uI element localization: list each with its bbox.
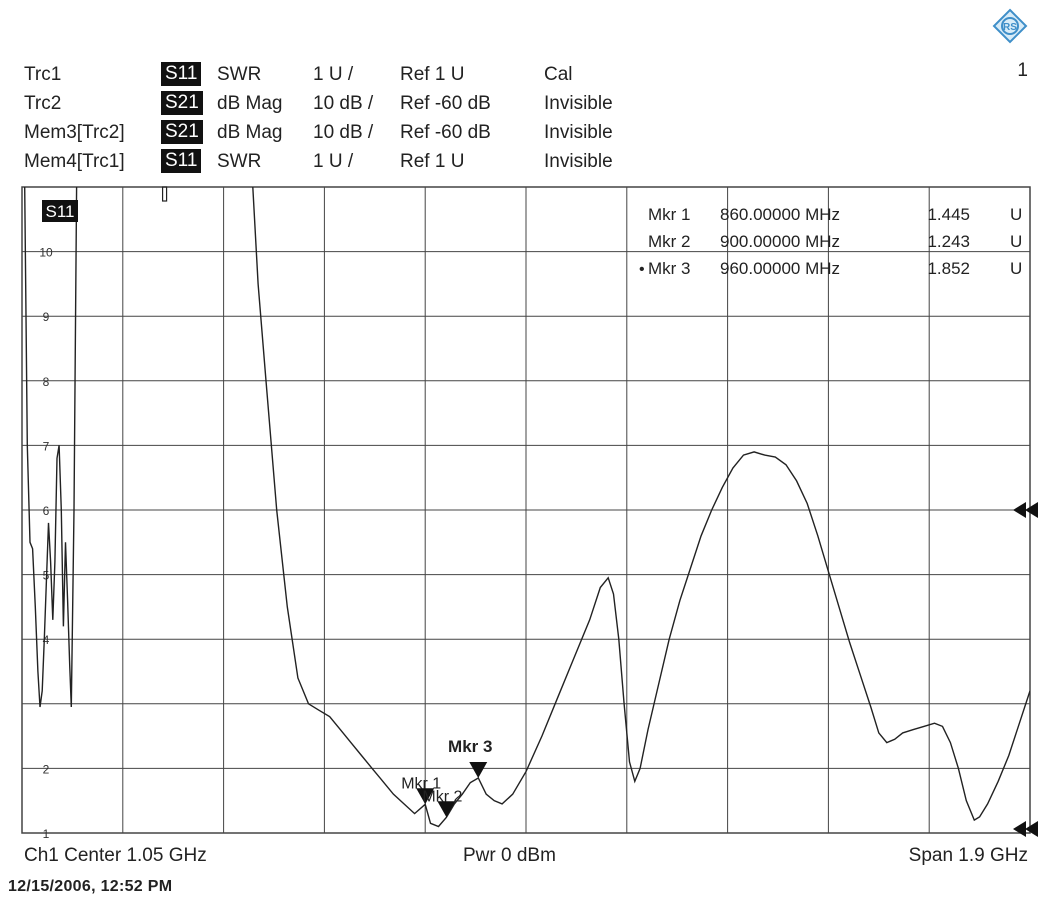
span-label: Span 1.9 GHz: [908, 845, 1028, 866]
y-tick-label: 9: [43, 310, 50, 324]
trace-format: SWR: [217, 64, 262, 85]
y-tick-label: 7: [43, 439, 50, 453]
svg-text:RS: RS: [1003, 22, 1017, 33]
marker-readout-name: Mkr 3: [648, 259, 691, 278]
trace-state: Invisible: [544, 122, 613, 143]
overlay-layer: S11 Mkr 1 860.00000 MHz 1.445 U Mkr 2 900.0000…: [42, 186, 1038, 837]
marker-readout-value: 1.243: [927, 232, 970, 251]
marker-triangle: [437, 801, 456, 818]
datestamp: 12/15/2006, 12:52 PM: [8, 878, 173, 895]
y-tick-label: 4: [43, 633, 50, 647]
trace-parameter: S11: [161, 62, 202, 86]
ref-arrow-head: [1013, 502, 1026, 518]
reference-level-arrow-bottom: [1013, 821, 1038, 837]
trace-parameter: S21: [161, 120, 203, 144]
trace-format: SWR: [217, 151, 262, 172]
trace-scale: 1 U /: [313, 151, 354, 172]
trace-label: S11: [46, 202, 75, 221]
active-marker-dot: •: [639, 261, 645, 278]
trace-state: Invisible: [544, 93, 613, 114]
trace-reference: Ref 1 U: [400, 64, 465, 85]
trace-scale: 10 dB /: [313, 122, 374, 143]
marker-label: Mkr 3: [448, 737, 492, 756]
trace-name: Trc1: [24, 64, 62, 85]
ref-arrow-head: [1013, 821, 1026, 837]
y-tick-label: 10: [39, 246, 53, 260]
channel-number: 1: [1017, 60, 1028, 81]
trace-scale: 10 dB /: [313, 93, 374, 114]
trace-parameter: S21: [161, 91, 203, 115]
trace-layer: [24, 187, 1030, 828]
marker-readout-name: Mkr 1: [648, 205, 691, 224]
center-frequency-label: Ch1 Center 1.05 GHz: [24, 845, 207, 866]
trace-name: Mem3[Trc2]: [24, 122, 125, 143]
marker-readout-unit: U: [1010, 232, 1022, 251]
y-tick-label: 2: [43, 762, 50, 776]
trace-format: dB Mag: [217, 93, 283, 114]
marker-label: Mkr 1: [401, 775, 441, 792]
y-tick-label: 6: [43, 504, 50, 518]
marker-readout-frequency: 960.00000 MHz: [720, 259, 840, 278]
ref-arrow-head: [1025, 502, 1038, 518]
trace-format: dB Mag: [217, 122, 283, 143]
marker-readout-name: Mkr 2: [648, 232, 691, 251]
marker-readout-value: 1.445: [927, 205, 970, 224]
marker-readout-frequency: 900.00000 MHz: [720, 232, 840, 251]
marker-triangle: [469, 761, 488, 778]
rohde-schwarz-diamond-icon: RS: [992, 8, 1028, 49]
y-tick-label: 8: [43, 375, 50, 389]
marker-readout-unit: U: [1010, 205, 1022, 224]
marker-label: Mkr 2: [422, 788, 462, 805]
trace-name: Mem4[Trc1]: [24, 151, 125, 172]
trace-line-s11: [24, 187, 1030, 828]
trace-label-box: [42, 200, 78, 222]
marker-readout-frequency: 860.00000 MHz: [720, 205, 840, 224]
trace-reference: Ref 1 U: [400, 151, 465, 172]
power-label: Pwr 0 dBm: [463, 845, 556, 866]
trace-name: Trc2: [24, 93, 62, 114]
marker-triangle: [416, 788, 435, 805]
trace-scale: 1 U /: [313, 64, 354, 85]
trace-state: Cal: [544, 64, 573, 85]
reference-level-arrow: [1013, 502, 1038, 518]
trace-reference: Ref -60 dB: [400, 122, 491, 143]
trace-parameter: S11: [161, 149, 202, 173]
marker-readout-unit: U: [1010, 259, 1022, 278]
y-tick-label: 1: [43, 827, 50, 840]
marker-readout-value: 1.852: [927, 259, 970, 278]
ref-arrow-head: [1025, 821, 1038, 837]
top-limit-notch: [161, 186, 168, 202]
trace-reference: Ref -60 dB: [400, 93, 491, 114]
trace-state: Invisible: [544, 151, 613, 172]
